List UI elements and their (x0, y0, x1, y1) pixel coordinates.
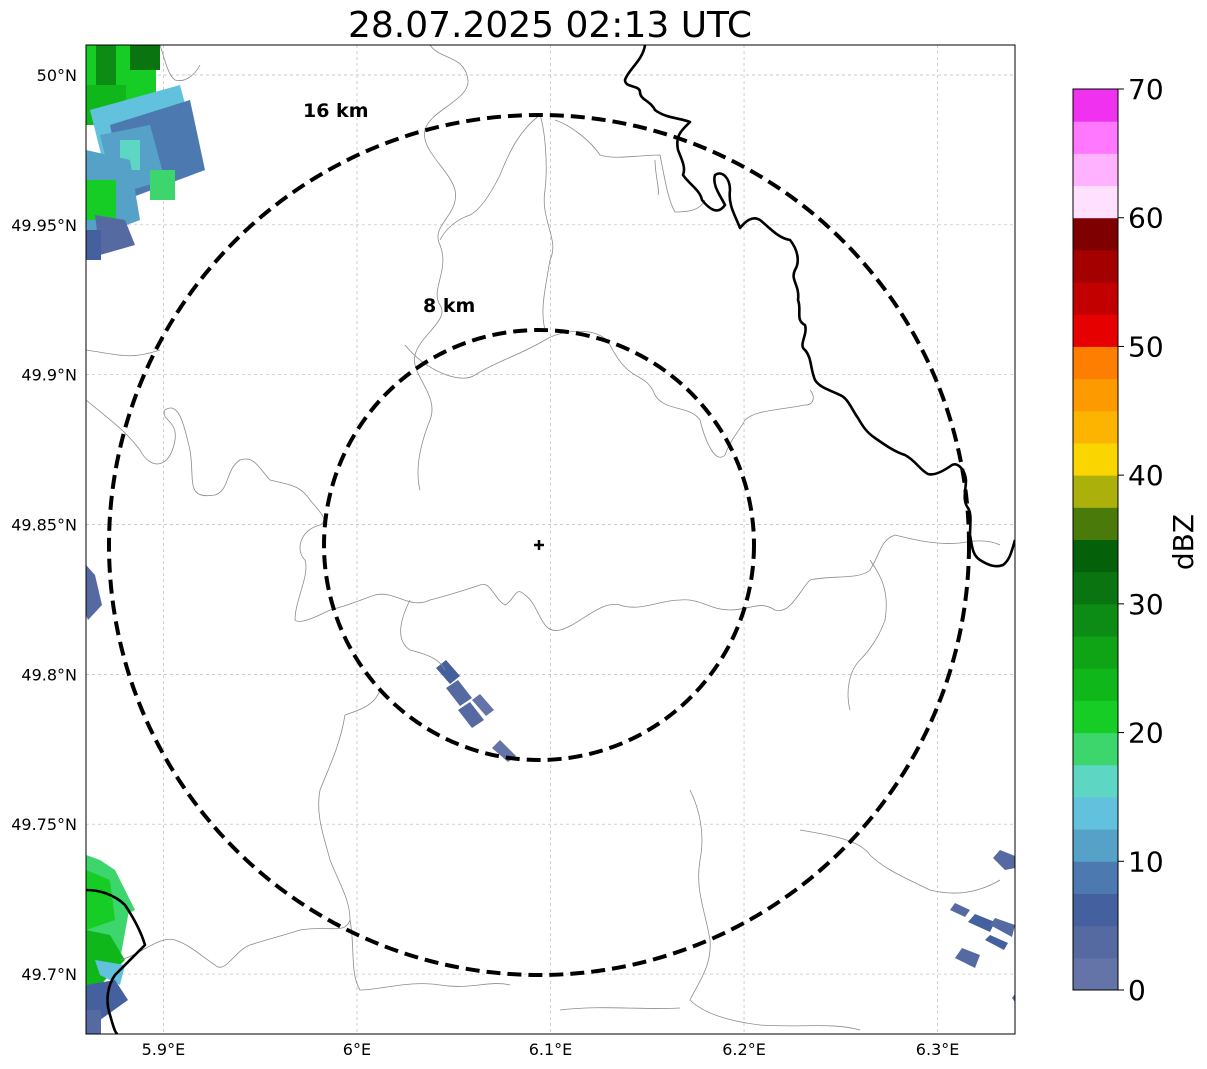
colorbar-swatch (1073, 346, 1118, 380)
colorbar-swatches (1073, 89, 1118, 991)
colorbar-swatch (1073, 700, 1118, 734)
range-ring-label-8km: 8 km (423, 295, 475, 317)
gridlines (86, 45, 1015, 1034)
colorbar-swatch (1073, 314, 1118, 347)
radar-echoes (86, 45, 1015, 1034)
range-ring-label-16km: 16 km (303, 100, 369, 122)
echo-cluster-southeast (950, 850, 1015, 1002)
colorbar-swatch (1073, 121, 1118, 154)
y-tick-label: 49.85°N (11, 516, 77, 535)
x-tick-label: 6.3°E (916, 1040, 960, 1059)
colorbar-ticks: 0 10 20 30 40 50 60 70 (1118, 73, 1164, 1007)
radar-site-marker (534, 540, 544, 550)
y-axis-ticks: 50°N 49.95°N 49.9°N 49.85°N 49.8°N 49.75°N 49.… (11, 66, 77, 984)
x-axis-ticks: 5.9°E 6°E 6.1°E 6.2°E 6.3°E (142, 1040, 960, 1059)
colorbar-tick-label: 20 (1128, 717, 1164, 750)
colorbar-swatch (1073, 668, 1118, 701)
colorbar-tick-label: 50 (1128, 330, 1164, 363)
range-rings (107, 113, 971, 977)
colorbar-tick-label: 0 (1128, 974, 1146, 1007)
colorbar-tick-label: 40 (1128, 459, 1164, 492)
colorbar-swatch (1073, 89, 1118, 122)
colorbar-swatch (1073, 185, 1118, 219)
colorbar-swatch (1073, 603, 1118, 637)
colorbar-swatch (1073, 893, 1118, 927)
y-tick-label: 50°N (37, 66, 77, 85)
y-tick-label: 49.9°N (21, 366, 77, 385)
x-tick-label: 6°E (343, 1040, 371, 1059)
colorbar-swatch (1073, 378, 1118, 412)
y-tick-label: 49.95°N (11, 216, 77, 235)
colorbar-frame (1072, 88, 1119, 991)
y-tick-label: 49.75°N (11, 815, 77, 834)
colorbar-swatch (1073, 636, 1118, 669)
colorbar: 0 10 20 30 40 50 60 70 dBZ (1072, 73, 1200, 1007)
colorbar-tick-label: 10 (1128, 845, 1164, 878)
colorbar-swatch (1073, 796, 1118, 830)
colorbar-swatch (1073, 442, 1118, 476)
range-ring-16km (107, 113, 971, 977)
colorbar-swatch (1073, 282, 1118, 315)
colorbar-swatch (1073, 217, 1118, 251)
echo-cluster-northwest (86, 45, 205, 260)
colorbar-tick-label: 30 (1128, 588, 1164, 621)
colorbar-swatch (1073, 539, 1118, 573)
map-frame (85, 44, 1016, 1035)
range-ring-8km (322, 328, 756, 762)
colorbar-swatch (1073, 410, 1118, 444)
map-plot-area: 16 km 8 km (85, 44, 1016, 1035)
colorbar-tick-label: 60 (1128, 202, 1164, 235)
colorbar-swatch (1073, 861, 1118, 894)
colorbar-tick-label: 70 (1128, 73, 1164, 106)
colorbar-swatch (1073, 957, 1118, 991)
colorbar-swatch (1073, 925, 1118, 959)
colorbar-label: dBZ (1167, 514, 1200, 570)
map-title: 28.07.2025 02:13 UTC (348, 5, 752, 46)
colorbar-swatch (1073, 732, 1118, 766)
x-tick-label: 6.2°E (722, 1040, 766, 1059)
colorbar-swatch (1073, 764, 1118, 798)
colorbar-swatch (1073, 475, 1118, 508)
y-tick-label: 49.8°N (21, 665, 77, 684)
colorbar-swatch (1073, 829, 1118, 862)
x-tick-label: 6.1°E (529, 1040, 573, 1059)
colorbar-swatch (1073, 571, 1118, 605)
x-tick-label: 5.9°E (142, 1040, 186, 1059)
y-tick-label: 49.7°N (21, 965, 77, 984)
colorbar-swatch (1073, 507, 1118, 540)
colorbar-swatch (1073, 249, 1118, 283)
colorbar-swatch (1073, 153, 1118, 187)
echo-west-edge (86, 565, 102, 620)
